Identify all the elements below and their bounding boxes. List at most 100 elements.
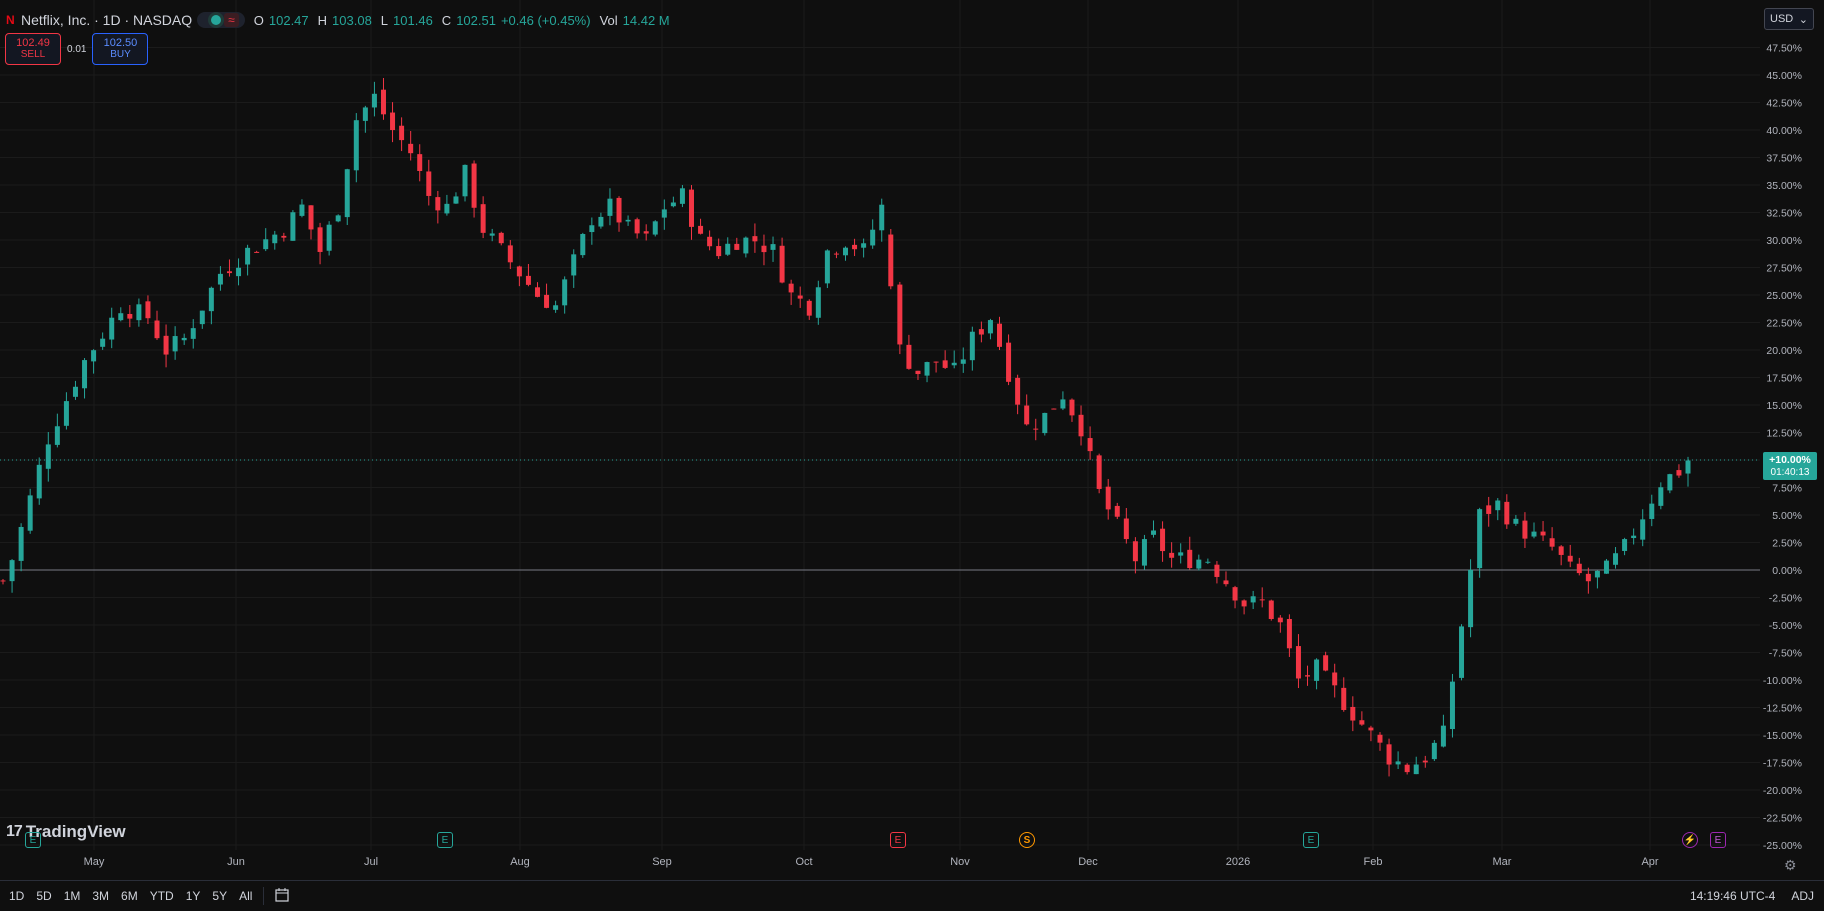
candle-body	[408, 143, 414, 154]
candle-body	[1286, 619, 1292, 649]
calendar-goto-icon[interactable]	[270, 887, 294, 906]
candle-body	[969, 331, 975, 361]
candle-body	[118, 313, 124, 321]
divider	[263, 887, 265, 905]
candle-body	[833, 253, 839, 255]
candle-body	[589, 225, 595, 233]
candle-body	[1395, 761, 1401, 765]
candle-body	[1531, 531, 1537, 537]
split-event-icon[interactable]: ⚡	[1682, 832, 1698, 848]
candle-body	[1522, 520, 1528, 539]
dividend-event-icon[interactable]: S	[1019, 832, 1035, 848]
market-open-icon	[211, 15, 222, 25]
candle-body	[1078, 414, 1084, 437]
symbol-title[interactable]: Netflix, Inc. · 1D · NASDAQ	[21, 12, 193, 28]
buy-button[interactable]: 102.50 BUY	[92, 33, 149, 65]
chevron-down-icon: ⌄	[1798, 13, 1808, 26]
sell-label: SELL	[20, 49, 46, 60]
candle-body	[1259, 599, 1265, 601]
candle-body	[163, 335, 169, 355]
range-1d-button[interactable]: 1D	[9, 889, 25, 903]
range-ytd-button[interactable]: YTD	[149, 889, 174, 903]
price-tick-label: -7.50%	[1769, 648, 1802, 660]
candle-body	[226, 271, 232, 274]
candle-body	[1676, 470, 1682, 476]
candle-body	[1459, 626, 1465, 678]
candle-body	[480, 204, 486, 233]
candle-body	[36, 464, 42, 499]
currency-select[interactable]: USD ⌄	[1764, 8, 1814, 30]
candle-body	[299, 204, 305, 216]
candle-body	[27, 495, 33, 531]
candle-body	[598, 216, 604, 227]
price-chart[interactable]: 47.50% 45.00% 42.50% 40.00% 37.50% 35.00% 32.5…	[0, 0, 1824, 880]
candle-body	[933, 361, 939, 363]
earnings-event-icon[interactable]: E	[890, 832, 906, 848]
candle-body	[1141, 539, 1147, 566]
candle-body	[1386, 744, 1392, 765]
adjust-data-toggle[interactable]: ADJ	[1791, 889, 1814, 903]
candle-body	[1477, 509, 1483, 569]
candle-body	[761, 245, 767, 253]
range-5y-button[interactable]: 5Y	[212, 889, 228, 903]
clock-timezone[interactable]: 14:19:46 UTC-4	[1689, 889, 1776, 903]
status-pill[interactable]: ≈	[197, 12, 245, 28]
netflix-logo-icon: N	[6, 13, 15, 27]
candle-body	[498, 232, 504, 244]
time-axis[interactable]: May Jun Jul Aug Sep Oct Nov Dec 2026 Feb…	[0, 856, 1760, 872]
time-axis-label: Mar	[1492, 856, 1512, 868]
settings-gear-icon[interactable]: ⚙	[1784, 857, 1797, 873]
candle-body	[1513, 518, 1519, 524]
time-axis-label: Apr	[1641, 856, 1659, 868]
spread-value: 0.01	[67, 43, 87, 55]
sell-price: 102.49	[16, 37, 50, 49]
candle-body	[743, 237, 749, 254]
candle-body	[915, 370, 921, 375]
time-axis-label: Oct	[795, 856, 813, 868]
price-tick-label: -20.00%	[1763, 785, 1802, 797]
candle-body	[145, 301, 151, 319]
candle-body	[734, 243, 740, 250]
candle-body	[1187, 549, 1193, 569]
price-tick-label: 40.00%	[1766, 125, 1802, 137]
price-tick-label: 22.50%	[1766, 318, 1802, 330]
candle-body	[236, 267, 242, 277]
candle-body	[1232, 587, 1238, 601]
range-5d-button[interactable]: 5D	[36, 889, 52, 903]
candle-body	[1006, 342, 1012, 382]
price-tick-label: 2.50%	[1772, 538, 1802, 550]
time-axis-label: Dec	[1078, 856, 1098, 868]
candle-body	[534, 287, 540, 297]
candle-body	[317, 227, 323, 252]
candle-body	[1613, 553, 1619, 565]
earnings-event-icon[interactable]: E	[25, 832, 41, 848]
candle-body	[870, 229, 876, 246]
candle-body	[208, 287, 214, 312]
candle-body	[1468, 569, 1474, 628]
candle-body	[172, 336, 178, 352]
candle-body	[190, 328, 196, 339]
candle-body	[1567, 555, 1573, 562]
candle-body	[245, 247, 251, 265]
earnings-event-icon[interactable]: E	[437, 832, 453, 848]
symbol-legend: N Netflix, Inc. · 1D · NASDAQ ≈ O 102.47 …	[6, 10, 670, 30]
candle-body	[290, 212, 296, 241]
range-1y-button[interactable]: 1Y	[185, 889, 201, 903]
candle-body	[1087, 438, 1093, 452]
range-6m-button[interactable]: 6M	[121, 889, 138, 903]
range-3m-button[interactable]: 3M	[92, 889, 110, 903]
candle-body	[82, 360, 88, 389]
range-1m-button[interactable]: 1M	[63, 889, 81, 903]
open-label: O	[253, 12, 264, 28]
candle-body	[516, 266, 522, 277]
price-tick-label: 37.50%	[1766, 153, 1802, 165]
range-all-button[interactable]: All	[239, 889, 253, 903]
sell-button[interactable]: 102.49 SELL	[5, 33, 61, 65]
candle-body	[199, 310, 205, 325]
tradingview-logo[interactable]: 17 TradingView	[6, 822, 126, 842]
earnings-event-icon[interactable]: E	[1710, 832, 1726, 848]
candle-body	[897, 284, 903, 345]
price-tick-label: 20.00%	[1766, 345, 1802, 357]
time-axis-label: Jul	[363, 856, 379, 868]
earnings-event-icon[interactable]: E	[1303, 832, 1319, 848]
